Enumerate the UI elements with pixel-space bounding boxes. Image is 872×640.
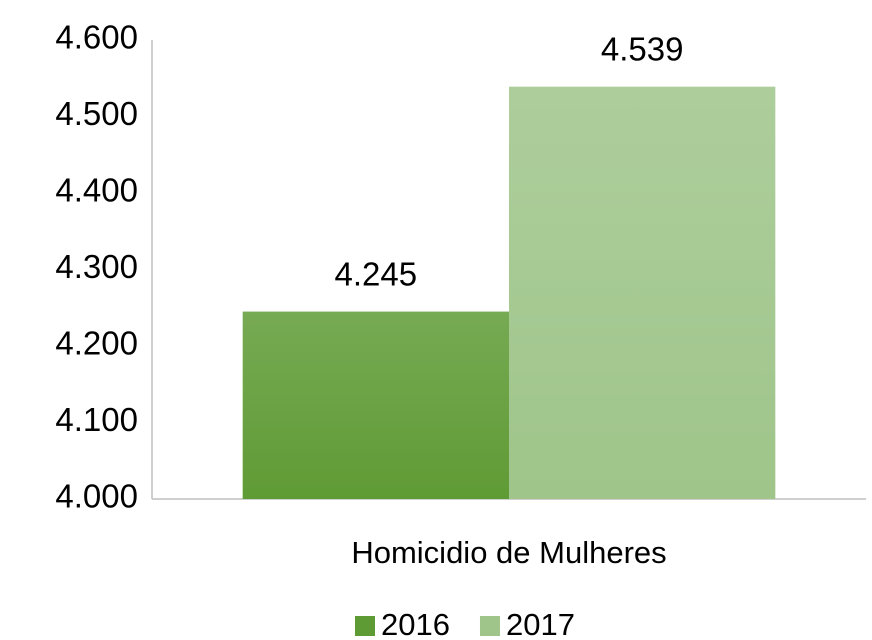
data-label: 4.539 <box>601 30 684 67</box>
legend-swatch <box>479 616 500 636</box>
y-tick-label: 4.100 <box>55 401 138 438</box>
x-tick-label: Homicidio de Mulheres <box>351 535 666 570</box>
y-tick-label: 4.600 <box>55 19 138 56</box>
y-tick-label: 4.200 <box>55 325 138 362</box>
y-tick-label: 4.500 <box>55 95 138 132</box>
y-tick-label: 4.300 <box>55 248 138 285</box>
bar <box>509 86 776 499</box>
bar <box>242 311 510 499</box>
data-label: 4.245 <box>335 255 418 292</box>
y-tick-label: 4.000 <box>55 478 138 515</box>
legend-label: 2016 <box>381 607 450 640</box>
legend-swatch <box>355 616 375 636</box>
legend-label: 2017 <box>506 607 575 640</box>
y-tick-label: 4.400 <box>55 172 138 209</box>
